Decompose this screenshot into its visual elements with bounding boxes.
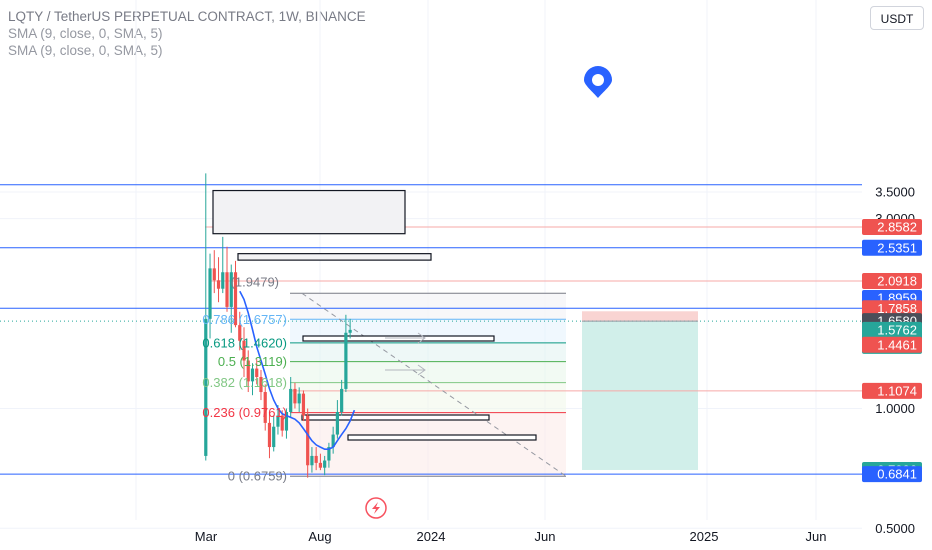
rectangle-drawing [301, 414, 490, 421]
price-label-text: 1.1074 [877, 383, 917, 398]
price-label-badge [862, 336, 922, 353]
candle-body [301, 393, 306, 416]
candle-body [221, 272, 225, 289]
location-pin-icon [584, 66, 612, 98]
candle-body [242, 340, 246, 361]
price-label-text: 2.5351 [877, 240, 917, 255]
price-label-badge [862, 272, 922, 289]
candle-body [284, 411, 289, 431]
candle-body [250, 368, 255, 382]
x-tick-label: Mar [195, 529, 218, 544]
candle-body [263, 392, 267, 423]
fib-zone [290, 412, 566, 477]
candle-body [272, 426, 276, 448]
arrow-head [417, 332, 426, 344]
x-tick-label: 2025 [690, 529, 719, 544]
price-label-text: 1.7858 [877, 301, 917, 316]
candle-body [267, 422, 272, 448]
symbol-title[interactable]: LQTY / TetherUS PERPETUAL CONTRACT, 1W, … [8, 9, 366, 24]
price-axis[interactable]: 3.50003.00001.00000.50002.85822.53512.09… [862, 185, 922, 536]
candle-body [335, 411, 339, 435]
sma-line [239, 290, 356, 451]
y-tick-label: 1.0000 [875, 401, 915, 416]
candle-body [204, 318, 208, 456]
fib-label: 0.382 (1.1618) [202, 375, 287, 390]
price-label-badge [862, 382, 922, 399]
y-tick-label: 3.5000 [875, 185, 915, 200]
currency-button[interactable]: USDT [870, 6, 924, 30]
fib-label: 0.618 (1.4620) [202, 335, 287, 350]
icons-layer [365, 66, 612, 519]
arrow-head [417, 364, 426, 376]
fib-top-label: (1.9479) [231, 274, 279, 289]
candle-body [280, 415, 284, 431]
fib-zone [290, 342, 566, 362]
fib-zone [290, 361, 566, 383]
candle-body [327, 447, 331, 461]
candle-body [348, 329, 352, 333]
lightning-icon [365, 497, 387, 519]
time-axis[interactable]: Mar Aug 2024 Jun 2025 Jun [195, 529, 827, 544]
candle-body [276, 415, 280, 427]
position-stop-zone [582, 311, 698, 322]
x-tick-label: Jun [806, 529, 827, 544]
candle-body [233, 272, 238, 326]
fib-label: 0.236 (0.9761) [202, 405, 287, 420]
candle-body [259, 376, 263, 393]
candle-body [331, 434, 335, 448]
candle-body [306, 415, 310, 466]
x-tick-label: Aug [308, 529, 331, 544]
candle-body [225, 272, 229, 307]
candle-body [310, 455, 314, 466]
fib-zone-top [290, 293, 566, 320]
candles-layer [204, 173, 352, 478]
rectangle-drawing [347, 434, 537, 441]
candle-body [318, 462, 323, 468]
drawing-backgrounds [290, 293, 698, 477]
fib-label: 0.786 (1.6757) [202, 312, 287, 327]
candle-body [246, 360, 250, 382]
price-label-badge [862, 300, 922, 317]
y-tick-label: 0.5000 [875, 521, 915, 536]
candle-body [323, 460, 327, 468]
candle-body [238, 325, 242, 341]
candle-body [297, 393, 301, 404]
price-label-text: 0.6841 [877, 467, 917, 482]
candle-body [208, 268, 212, 319]
candle-body [289, 388, 293, 412]
indicator-label-1[interactable]: SMA (9, close, 0, SMA, 5) [8, 26, 163, 41]
rectangle-drawing [212, 189, 406, 235]
flash-bolt [372, 502, 380, 514]
fib-label: 0 (0.6759) [228, 469, 287, 484]
price-label-text: 1.4461 [877, 337, 917, 352]
price-label-badge [862, 219, 922, 236]
fib-labels-layer: 0.786 (1.6757) 0.618 (1.4620) 0.5 (1.3119)… [202, 274, 287, 483]
candle-body [293, 388, 297, 404]
price-label-badge [862, 466, 922, 483]
candle-body [229, 272, 233, 307]
indicator-label-2[interactable]: SMA (9, close, 0, SMA, 5) [8, 43, 163, 58]
x-tick-label: 2024 [417, 529, 446, 544]
candle-body [255, 368, 259, 377]
drawings-layer [0, 184, 862, 477]
price-label-badge [862, 239, 922, 256]
candle-body [216, 280, 221, 289]
x-tick-label: Jun [535, 529, 556, 544]
fib-zone [290, 382, 566, 413]
sma-layer [239, 290, 356, 451]
pin-hole [592, 74, 604, 86]
candle-body [340, 388, 344, 412]
candle-body [344, 332, 348, 389]
rectangle-drawing [237, 253, 432, 261]
candle-body [314, 455, 318, 463]
candle-body [212, 268, 216, 281]
price-label-text: 2.0918 [877, 273, 917, 288]
price-label-text: 1.5762 [877, 322, 917, 337]
price-label-text: 2.8582 [877, 220, 917, 235]
fib-label: 0.5 (1.3119) [218, 354, 287, 369]
position-target-zone [582, 321, 698, 470]
chart-legend: LQTY / TetherUS PERPETUAL CONTRACT, 1W, … [8, 8, 366, 59]
